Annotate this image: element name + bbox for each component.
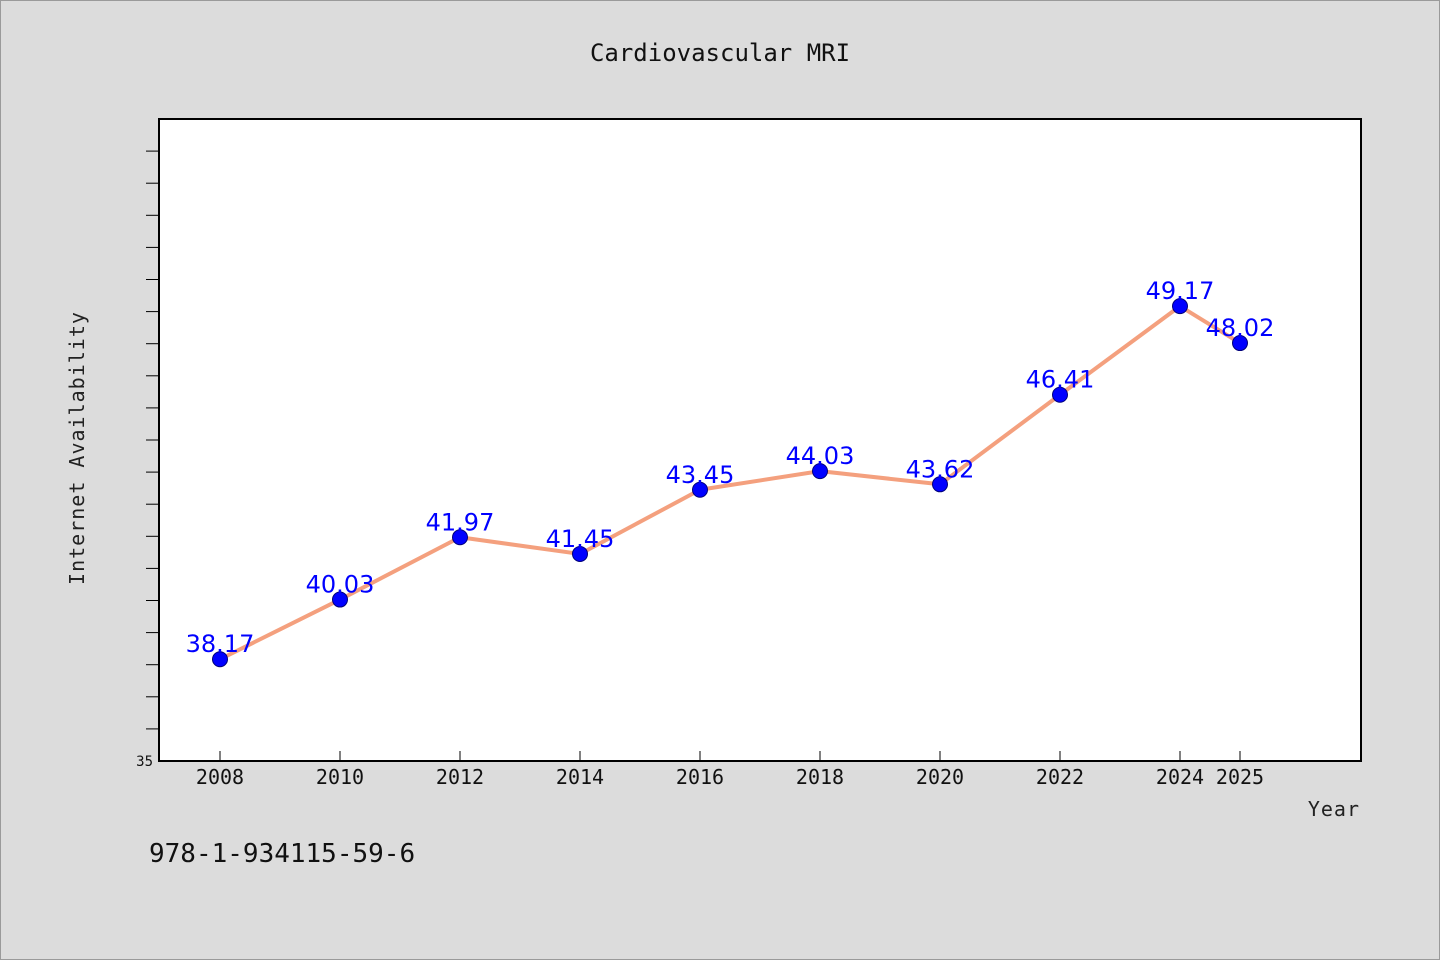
data-label: 49.17 [1146, 277, 1215, 305]
data-label: 38.17 [186, 630, 255, 658]
x-tick-label: 2022 [1036, 765, 1084, 789]
x-tick-label: 2012 [436, 765, 484, 789]
data-label: 48.02 [1206, 314, 1275, 342]
data-label: 41.97 [426, 508, 495, 536]
x-tick-label: 2008 [196, 765, 244, 789]
data-point-marker [1232, 335, 1248, 352]
x-tick-label: 2025 [1216, 765, 1264, 789]
data-label: 46.41 [1026, 366, 1095, 394]
data-point-marker [692, 481, 708, 498]
series-line [219, 304, 1242, 662]
y-tick-label: 35 [136, 754, 153, 770]
data-point-marker [572, 545, 588, 562]
isbn-text: 978-1-934115-59-6 [149, 839, 415, 869]
data-label: 40.03 [306, 571, 375, 599]
plot-area [158, 118, 1362, 762]
x-tick-label: 2016 [676, 765, 724, 789]
data-label: 43.45 [666, 461, 735, 489]
x-tick-label: 2014 [556, 765, 604, 789]
x-tick-label: 2010 [316, 765, 364, 789]
data-labels: 38.17 40.03 41.97 41.45 43.45 44.03 43.62 46.41… [186, 277, 1275, 658]
x-tick-label: 2018 [796, 765, 844, 789]
y-axis-ticks: 35 [136, 150, 159, 770]
x-axis-ticks: 2008 2010 2012 2014 2016 2018 2020 2022 2024 2025 [196, 751, 1264, 789]
y-axis-label: Internet Availability [65, 311, 89, 585]
x-tick-label: 2020 [916, 765, 964, 789]
data-label: 41.45 [546, 525, 615, 553]
data-point-marker [1172, 298, 1188, 315]
data-label: 43.62 [906, 455, 975, 483]
data-point-marker [812, 463, 828, 480]
series-markers [212, 298, 1248, 668]
data-point-marker [212, 651, 228, 668]
data-point-marker [932, 476, 948, 493]
x-tick-label: 2024 [1156, 765, 1204, 789]
data-point-marker [1052, 386, 1068, 403]
chart-title: Cardiovascular MRI [590, 39, 850, 67]
data-point-marker [332, 591, 348, 608]
x-axis-label: Year [1308, 797, 1360, 821]
data-point-marker [452, 529, 468, 546]
data-label: 44.03 [786, 442, 855, 470]
